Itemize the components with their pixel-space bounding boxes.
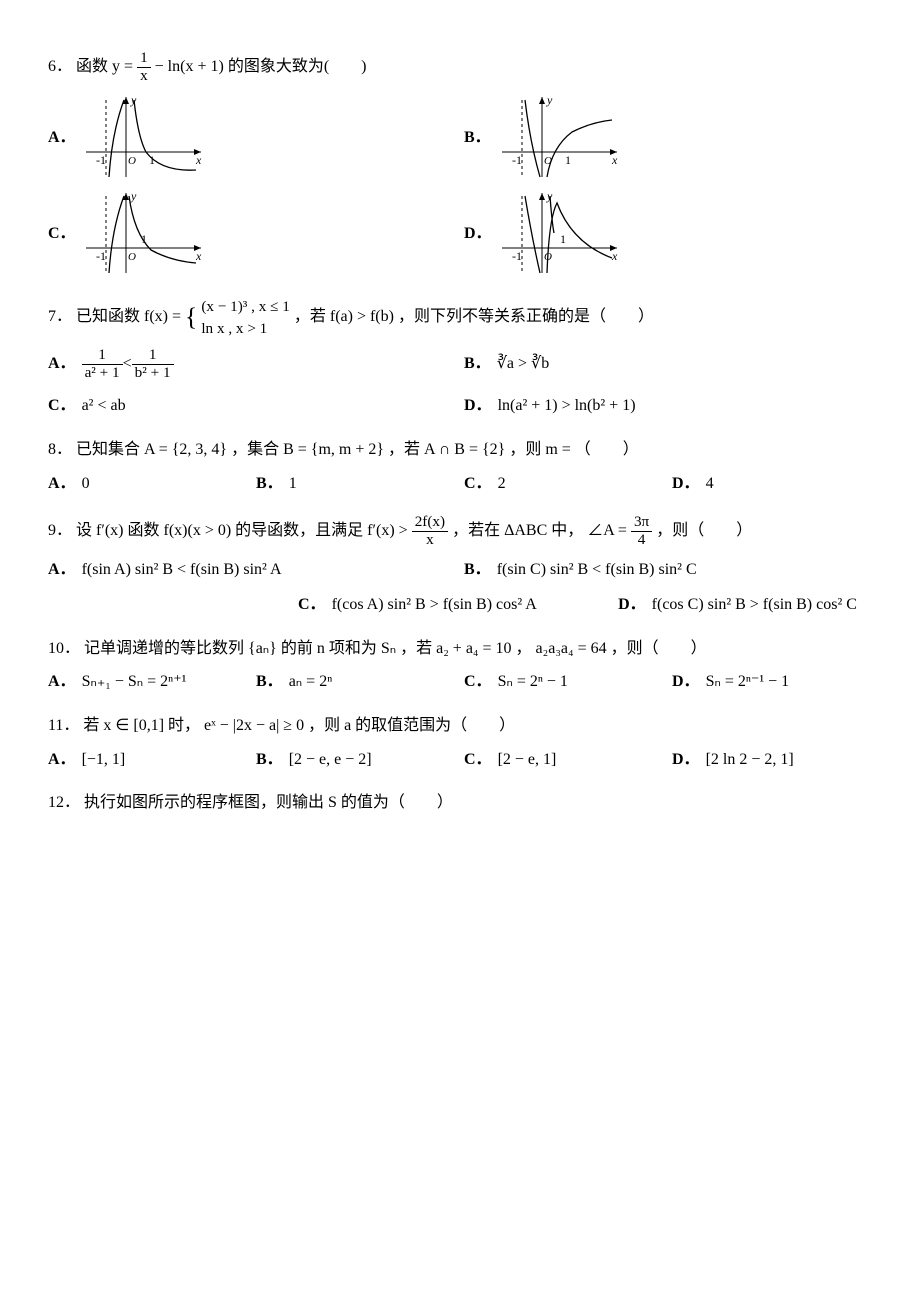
q7-opt-d: D． ln(a² + 1) > ln(b² + 1) [464,393,880,419]
q9-options-row2: C．f(cos A) sin² B > f(sin B) cos² A D．f(… [298,592,880,618]
svg-text:y: y [130,93,137,107]
q9-stem: 9． 设 f′(x) 函数 f(x)(x > 0) 的导函数，且满足 f′(x)… [48,514,880,548]
q9-opt-a: A．f(sin A) sin² B < f(sin B) sin² A [48,557,464,583]
q6-row-cd: C． -1 1 O y x D． [48,188,880,278]
q6-stem: 6． 函数 y = 1 x − ln(x + 1) 的图象大致为( ) [48,50,880,84]
svg-text:x: x [195,249,202,263]
svg-text:O: O [128,155,136,167]
svg-text:y: y [546,93,553,107]
question-11: 11． 若 x ∈ [0,1] 时， eˣ − |2x − a| ≥ 0 ，则 … [48,713,880,772]
svg-text:1: 1 [565,153,571,167]
q11-opt-b: B．[2 − e, e − 2] [256,747,464,773]
q11-stem: 11． 若 x ∈ [0,1] 时， eˣ − |2x − a| ≥ 0 ，则 … [48,713,880,739]
q11-opt-a: A．[−1, 1] [48,747,256,773]
q11-opt-c: C．[2 − e, 1] [464,747,672,773]
q10-opt-b: B．aₙ = 2ⁿ [256,669,464,695]
q6-text-post: 的图象大致为( ) [228,58,367,75]
svg-text:1: 1 [560,232,566,246]
question-6: 6． 函数 y = 1 x − ln(x + 1) 的图象大致为( ) A． -… [48,50,880,278]
q7-stem: 7． 已知函数 f(x) = { (x − 1)³ , x ≤ 1 ln x ,… [48,296,880,339]
question-8: 8． 已知集合 A = {2, 3, 4} ，集合 B = {m, m + 2}… [48,437,880,496]
q8-opt-c: C．2 [464,471,672,497]
question-10: 10． 记单调递增的等比数列 {aₙ} 的前 n 项和为 Sₙ ，若 a₂ + … [48,636,880,695]
q6-text-mid: − ln(x + 1) [155,58,224,75]
q6-frac: 1 x [137,50,151,84]
q7-options: A． 1a² + 1 < 1b² + 1 B． ∛a > ∛b C． a² < … [48,347,880,419]
q7-opt-a: A． 1a² + 1 < 1b² + 1 [48,347,464,381]
q6-graph-c: -1 1 O y x [76,188,206,278]
q6-opt-d: D． -1 1 O y x [464,188,880,278]
q6-opt-a: A． -1 1 O y x [48,92,464,182]
q7-opt-c: C． a² < ab [48,393,464,419]
q11-options: A．[−1, 1] B．[2 − e, e − 2] C．[2 − e, 1] … [48,747,880,773]
svg-text:x: x [611,153,618,167]
q6-graph-b: -1 1 O y x [492,92,622,182]
q10-options: A．Sₙ₊₁ − Sₙ = 2ⁿ⁺¹ B．aₙ = 2ⁿ C．Sₙ = 2ⁿ −… [48,669,880,695]
q6-eq-y: y = [112,58,133,75]
svg-text:y: y [130,189,137,203]
q8-options: A．0 B．1 C．2 D．4 [48,471,880,497]
q8-opt-d: D．4 [672,471,880,497]
q6-text-pre: 函数 [76,58,112,75]
svg-text:-1: -1 [512,249,522,263]
brace-icon: { [185,302,197,331]
svg-text:x: x [611,249,618,263]
q10-opt-c: C．Sₙ = 2ⁿ − 1 [464,669,672,695]
q7-opt-b: B． ∛a > ∛b [464,347,880,381]
q9-opt-c: C．f(cos A) sin² B > f(sin B) cos² A [298,592,618,618]
q6-opt-c: C． -1 1 O y x [48,188,464,278]
q10-stem: 10． 记单调递增的等比数列 {aₙ} 的前 n 项和为 Sₙ ，若 a₂ + … [48,636,880,662]
svg-text:-1: -1 [96,153,106,167]
svg-text:-1: -1 [512,153,522,167]
q8-opt-a: A．0 [48,471,256,497]
q9-options-row1: A．f(sin A) sin² B < f(sin B) sin² A B．f(… [48,557,880,583]
svg-text:O: O [128,251,136,263]
q8-stem: 8． 已知集合 A = {2, 3, 4} ，集合 B = {m, m + 2}… [48,437,880,463]
q6-opt-b: B． -1 1 O y x [464,92,880,182]
q6-graph-a: -1 1 O y x [76,92,206,182]
question-9: 9． 设 f′(x) 函数 f(x)(x > 0) 的导函数，且满足 f′(x)… [48,514,880,618]
q7-piecewise: (x − 1)³ , x ≤ 1 ln x , x > 1 [201,296,290,339]
question-12: 12． 执行如图所示的程序框图，则输出 S 的值为（ ） [48,790,880,816]
q12-stem: 12． 执行如图所示的程序框图，则输出 S 的值为（ ） [48,790,880,816]
svg-text:-1: -1 [96,249,106,263]
svg-text:y: y [546,189,553,203]
q9-opt-d: D．f(cos C) sin² B > f(sin B) cos² C [618,592,880,618]
q10-opt-a: A．Sₙ₊₁ − Sₙ = 2ⁿ⁺¹ [48,669,256,695]
q8-opt-b: B．1 [256,471,464,497]
q9-opt-b: B．f(sin C) sin² B < f(sin B) sin² C [464,557,880,583]
question-7: 7． 已知函数 f(x) = { (x − 1)³ , x ≤ 1 ln x ,… [48,296,880,419]
q6-row-ab: A． -1 1 O y x B． [48,92,880,182]
q6-number: 6． [48,58,72,75]
q10-opt-d: D．Sₙ = 2ⁿ⁻¹ − 1 [672,669,880,695]
q6-graph-d: -1 1 O y x [492,188,622,278]
svg-text:x: x [195,153,202,167]
q11-opt-d: D．[2 ln 2 − 2, 1] [672,747,880,773]
